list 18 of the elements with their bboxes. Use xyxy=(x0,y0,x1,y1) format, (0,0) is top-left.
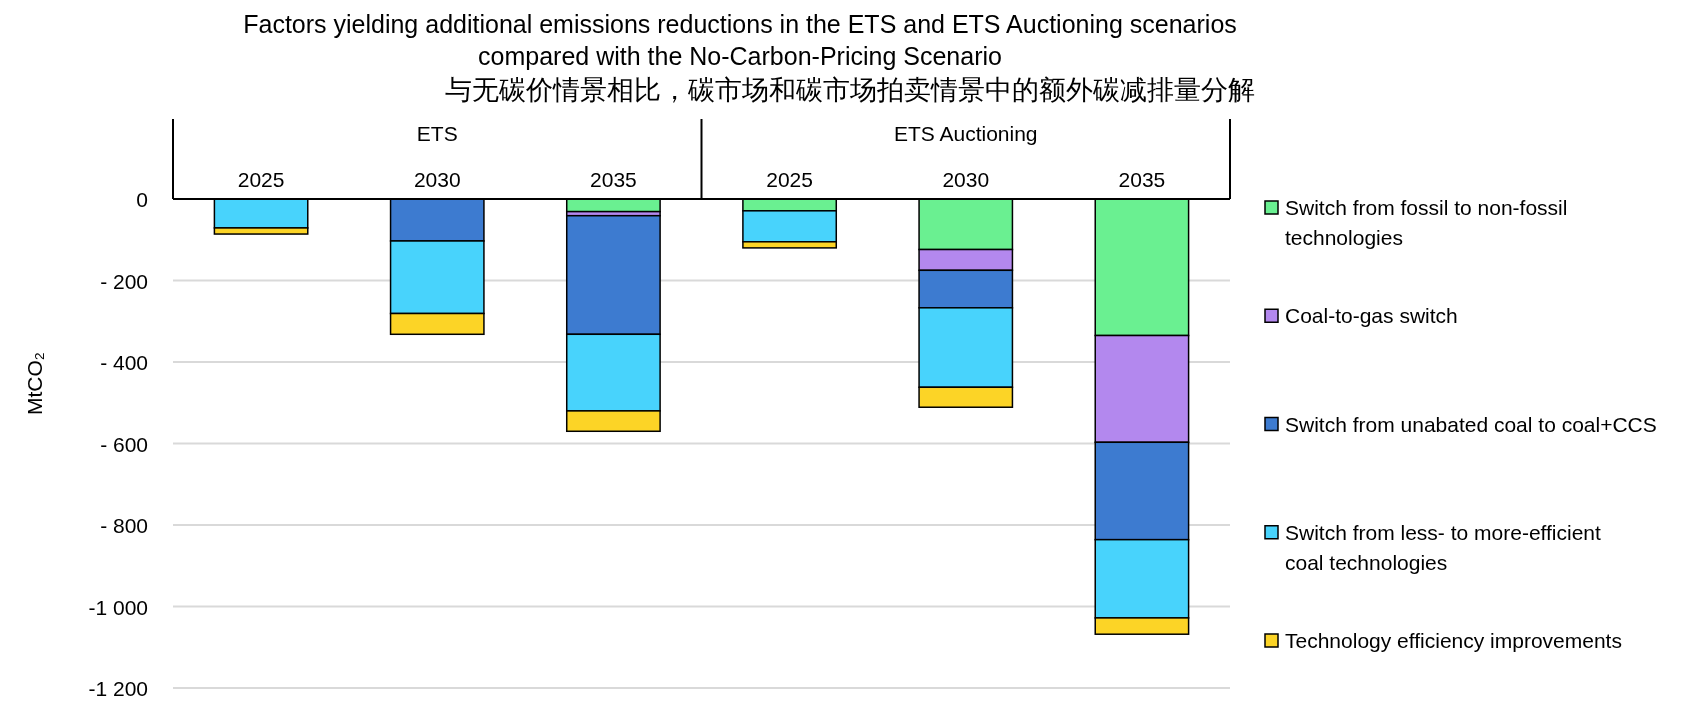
x-tick-label: 2035 xyxy=(590,168,637,191)
y-axis-title: MtCO₂ xyxy=(23,352,46,415)
y-tick-label: -1 200 xyxy=(88,677,148,700)
text: ETS Auctioning xyxy=(893,122,1038,145)
text: ETS xyxy=(416,122,458,145)
chart-title: Factors yielding additional emissions reductions in the ETS and ETS Auctioning scenarios compared with the No-Carbon-Pricing Scenario xyxy=(243,10,1237,70)
y-tick-label: - 200 xyxy=(100,269,148,293)
chart-subtitle: 与无碳价情景相比，碳市场和碳市场拍卖情景中的额外碳减排量分解 xyxy=(445,75,1255,105)
x-tick-label: 2025 xyxy=(237,168,285,191)
x-tick-label: 2035 xyxy=(1118,168,1166,191)
y-tick-label: 0 xyxy=(136,188,148,211)
y-tick-label: - 400 xyxy=(100,351,148,374)
x-tick-label: 2030 xyxy=(942,168,990,191)
y-tick-label: - 800 xyxy=(100,514,148,537)
x-tick-label: 2030 xyxy=(413,168,461,191)
x-tick-label: 2025 xyxy=(766,168,813,191)
y-tick-label: -1 000 xyxy=(88,595,148,619)
y-tick-label: - 600 xyxy=(100,432,148,456)
